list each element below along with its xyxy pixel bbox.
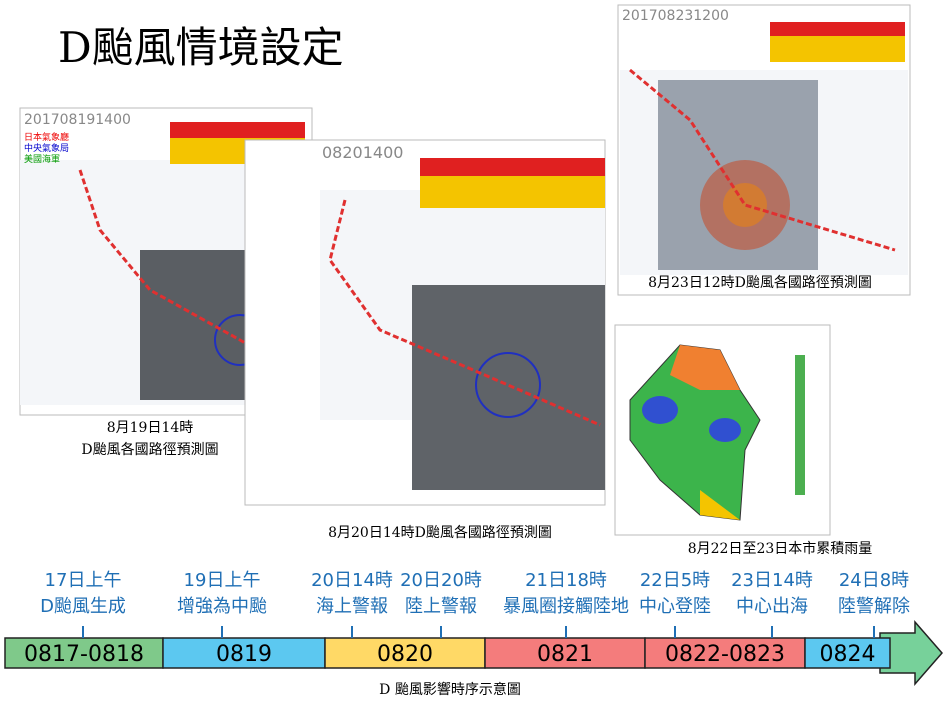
slide-title: D颱風情境設定 (58, 23, 344, 72)
agency: 美國海軍 (24, 153, 60, 165)
timeline-segment (644, 637, 806, 669)
agency: 日本氣象廳 (24, 131, 69, 143)
timeline-caption: D 颱風影響時序示意圖 (379, 681, 521, 698)
event-time: 20日14時 (311, 570, 393, 591)
event-time: 17日上午 (45, 570, 122, 591)
segment-label: 0824 (820, 642, 876, 667)
figure-caption: 8月20日14時D颱風各國路徑預測圖 (328, 525, 552, 541)
event-time: 22日5時 (640, 570, 710, 591)
figure-3: 201708231200 8月23日12時D颱風各國路徑預測圖 (617, 4, 911, 296)
event-label: 暴風圈接觸陸地 (503, 596, 629, 617)
segment-label: 0819 (216, 642, 272, 667)
event-label: 中心出海 (736, 596, 808, 617)
event-label: 陸上警報 (405, 596, 477, 617)
event-time: 20日20時 (400, 570, 482, 591)
timeline-segment (804, 637, 891, 669)
timeline-segment (162, 637, 326, 669)
figure-4 (614, 324, 831, 536)
event-label: 中心登陸 (639, 596, 711, 617)
figure-caption: D颱風各國路徑預測圖 (81, 442, 218, 458)
event-label: 增強為中颱 (177, 596, 267, 617)
figure-caption: 8月19日14時 (107, 420, 194, 436)
segment-label: 0820 (377, 642, 433, 667)
timeline: 0817-0818 0819 0820 0821 0822-0823 0824 17日上午 D… (4, 570, 943, 687)
segment-label: 0821 (537, 642, 593, 667)
event-time: 24日8時 (839, 570, 909, 591)
timestamp: 201708191400 (24, 112, 131, 128)
event-label: D颱風生成 (40, 596, 126, 617)
timeline-segment (484, 637, 646, 669)
segment-label: 0822-0823 (665, 642, 785, 667)
timestamp: 201708231200 (622, 8, 729, 24)
figure-caption: 8月22日至23日本市累積雨量 (688, 540, 873, 557)
event-time: 23日14時 (731, 570, 813, 591)
event-label: 陸警解除 (838, 596, 910, 617)
timestamp: 08201400 (322, 143, 403, 162)
segment-label: 0817-0818 (24, 642, 144, 667)
event-time: 19日上午 (184, 570, 261, 591)
event-time: 21日18時 (525, 570, 607, 591)
figure-caption: 8月23日12時D颱風各國路徑預測圖 (648, 275, 872, 291)
figure-2: 08201400 (244, 139, 606, 506)
event-label: 海上警報 (316, 596, 388, 617)
agency: 中央氣象局 (24, 142, 69, 154)
